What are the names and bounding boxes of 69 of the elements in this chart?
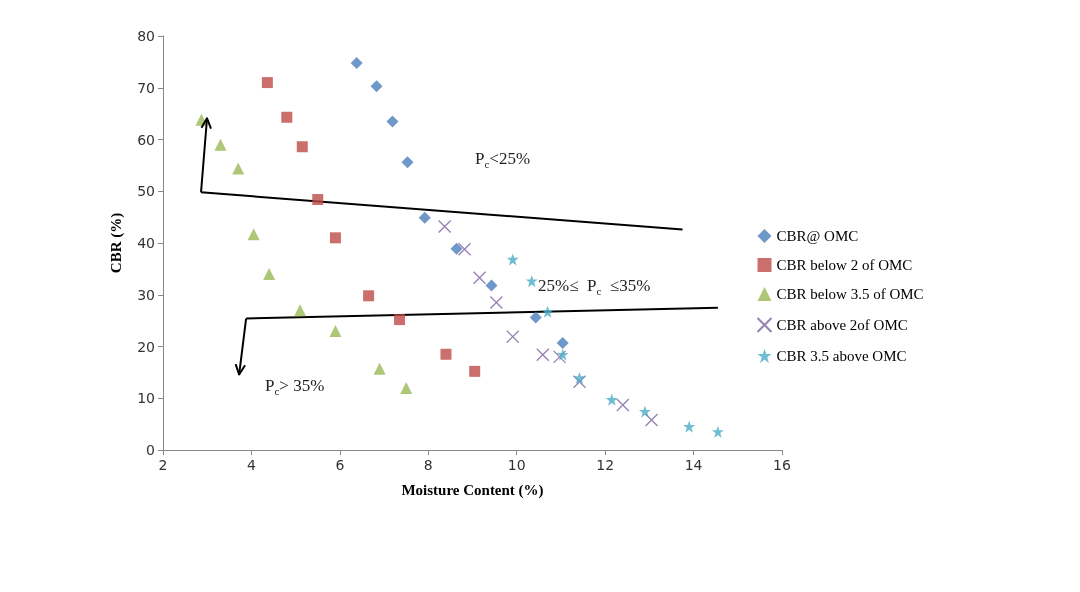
- x-tick-label: 12: [596, 457, 615, 473]
- point: [711, 425, 724, 438]
- x-tick-label: 14: [684, 457, 703, 473]
- point: [386, 115, 399, 128]
- point: [373, 362, 386, 375]
- x-tick-label: 10: [507, 457, 526, 473]
- point: [616, 398, 630, 412]
- y-tick-label: 70: [137, 79, 155, 96]
- y-axis-title: CBR (%): [107, 212, 125, 274]
- x-tick-label: 2: [158, 457, 168, 473]
- point: [536, 348, 550, 362]
- point: [329, 232, 341, 244]
- point: [683, 420, 696, 433]
- point: [573, 372, 586, 385]
- point: [296, 141, 308, 153]
- point: [281, 111, 293, 123]
- point: [418, 211, 431, 224]
- point: [261, 77, 273, 89]
- point: [247, 228, 260, 241]
- point: [472, 271, 487, 285]
- point: [394, 314, 406, 326]
- x-tick-label: 8: [423, 457, 433, 473]
- point: [506, 330, 520, 344]
- point: [469, 365, 481, 377]
- point: [506, 253, 519, 266]
- legend-label: CBR below 2 of OMC: [776, 257, 913, 273]
- y-tick-label: 80: [137, 28, 155, 44]
- x-axis-title: Moisture Content (%): [401, 481, 544, 499]
- point: [552, 350, 567, 364]
- point: [605, 393, 618, 406]
- legend-label: CBR below 3.5 of OMC: [776, 286, 924, 302]
- y-tick-label: 10: [137, 390, 155, 407]
- point: [638, 405, 651, 418]
- point: [363, 290, 375, 302]
- point: [529, 311, 542, 324]
- legend-label: CBR 3.5 above OMC: [776, 348, 907, 364]
- point: [214, 138, 227, 151]
- y-tick-label: 50: [137, 183, 155, 200]
- y-tick-label: 40: [137, 235, 155, 251]
- point: [440, 348, 452, 360]
- point: [556, 348, 569, 361]
- point: [644, 413, 659, 427]
- y-tick-label: 0: [146, 442, 155, 458]
- point: [485, 279, 498, 292]
- point: [556, 336, 569, 349]
- point: [350, 56, 363, 69]
- point: [437, 219, 452, 234]
- point: [450, 242, 463, 255]
- point: [232, 162, 245, 175]
- legend-label: CBR above 2of OMC: [776, 317, 908, 333]
- point: [400, 381, 413, 394]
- x-tick-label: 16: [773, 457, 791, 473]
- point: [457, 242, 472, 256]
- point: [572, 375, 587, 389]
- point: [489, 295, 504, 310]
- point: [525, 275, 538, 288]
- y-tick-label: 30: [137, 286, 155, 303]
- y-tick-label: 60: [137, 131, 155, 148]
- point: [370, 80, 383, 93]
- legend-label: CBR@ OMC: [776, 228, 859, 244]
- point: [329, 324, 342, 337]
- point: [541, 305, 554, 318]
- x-tick-label: 4: [246, 457, 256, 473]
- point: [263, 268, 276, 281]
- point: [312, 194, 324, 206]
- x-tick-label: 6: [335, 457, 345, 473]
- point: [401, 156, 414, 169]
- point: [294, 304, 307, 317]
- y-tick-label: 20: [137, 338, 155, 355]
